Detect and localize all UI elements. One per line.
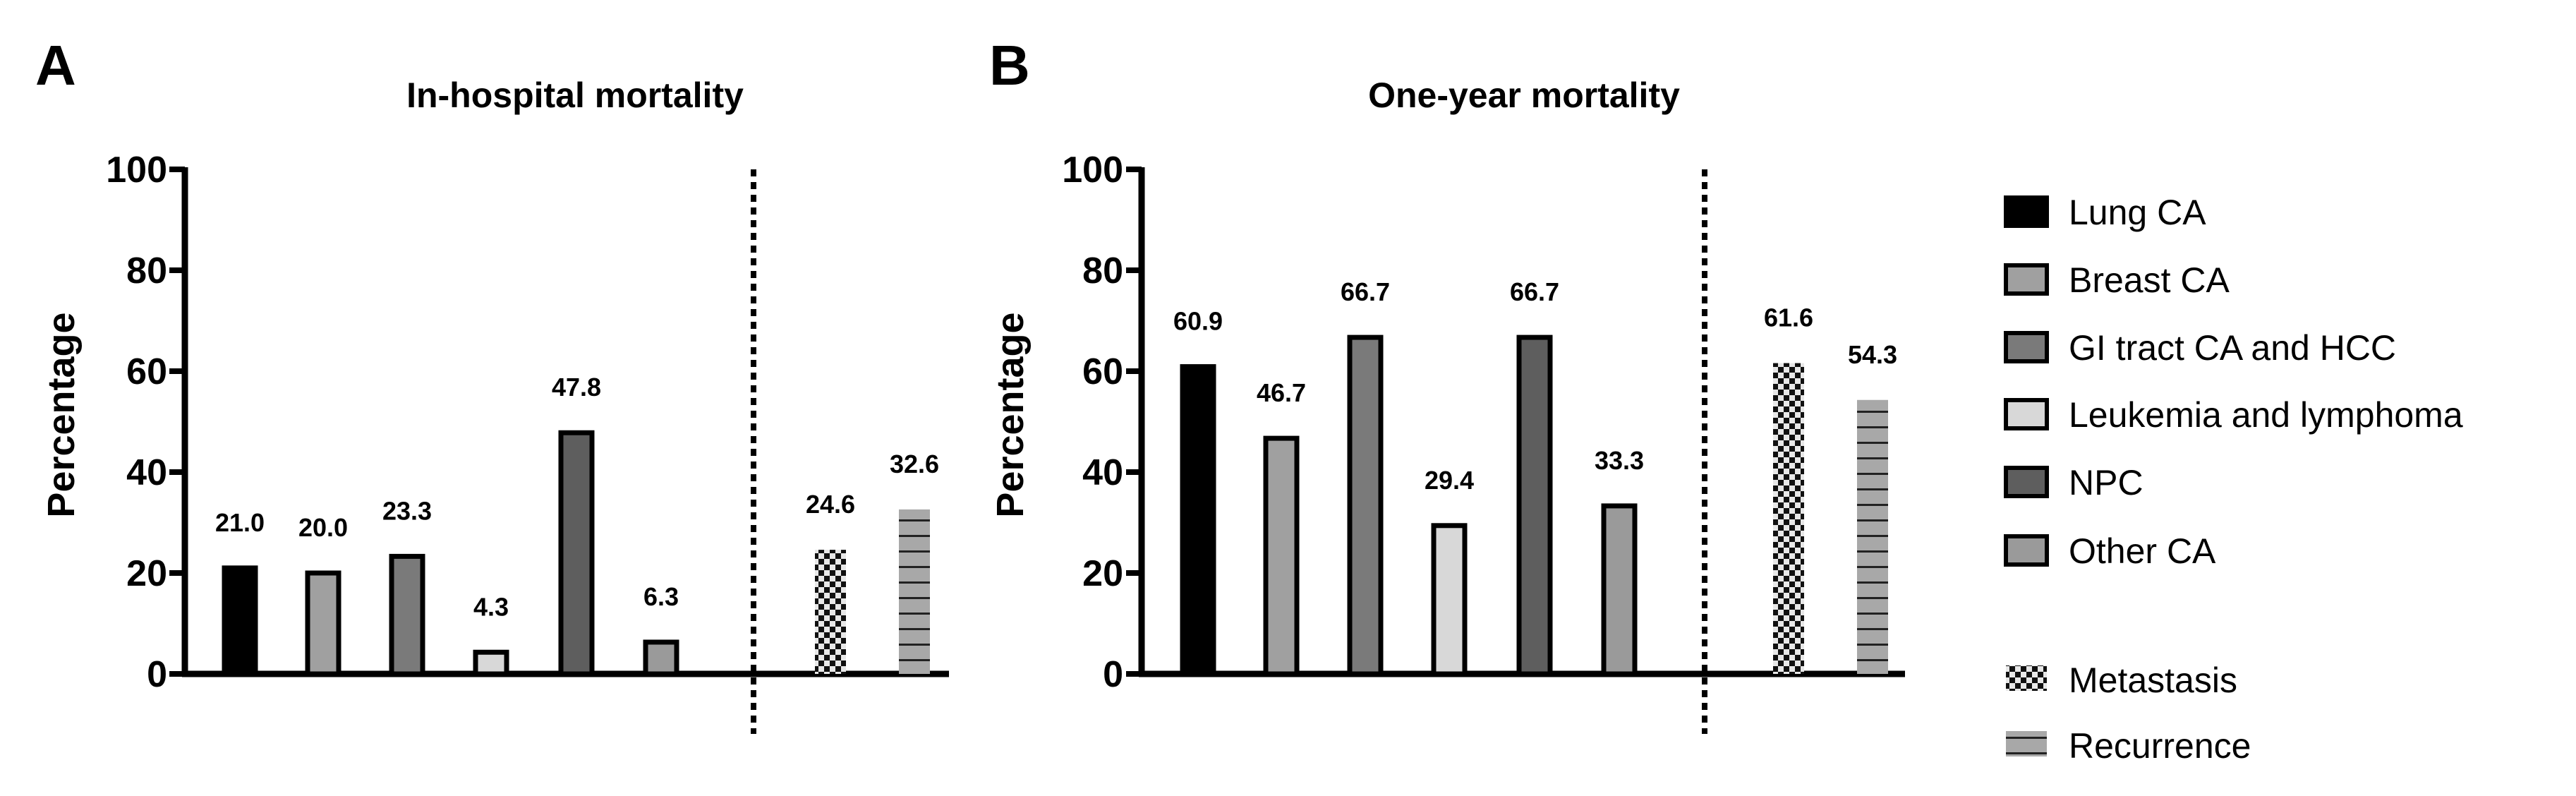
panel-a-data-label: 32.6 xyxy=(890,450,939,478)
panel-b-bar-other-ca xyxy=(1601,503,1638,677)
panel-b-ytick-label: 40 xyxy=(1082,452,1123,493)
legend-label: Recurrence xyxy=(2069,726,2251,766)
panel-a-data-label: 6.3 xyxy=(643,582,679,611)
legend-swatch-breast-ca xyxy=(2004,263,2049,296)
panel-b-bar-npc xyxy=(1516,334,1553,677)
panel-b-bar-lung-ca xyxy=(1180,364,1216,677)
panel-b-data-label: 46.7 xyxy=(1257,378,1306,407)
panel-b-data-label: 60.9 xyxy=(1173,307,1223,336)
panel-a-ylabel: Percentage xyxy=(40,312,83,517)
panel-b-ylabel: Percentage xyxy=(989,312,1032,517)
panel-b-bar-breast-ca xyxy=(1263,435,1300,677)
panel-b-ytick-label: 80 xyxy=(1082,251,1123,291)
legend-swatch-metastasis xyxy=(2006,665,2047,691)
panel-b-ytick-label: 0 xyxy=(1103,654,1123,695)
panel-b-data-label: 33.3 xyxy=(1595,446,1644,475)
panel-b-bar-metastasis xyxy=(1773,363,1804,674)
panel-b-data-label: 66.7 xyxy=(1341,277,1390,306)
panel-a: A In-hospital mortality Percentage 0 20 40… xyxy=(35,34,949,734)
panel-a-ytick-label: 0 xyxy=(147,654,167,695)
panel-b-plot: 0 20 40 60 80 100 60.9 46.7 66.7 29.4 66.7 33.3 61.6… xyxy=(1062,150,1905,734)
panel-b-data-label: 54.3 xyxy=(1848,340,1897,369)
panel-a-bar-gi-tract-ca-and-hcc xyxy=(389,553,425,677)
panel-a-data-label: 20.0 xyxy=(298,513,348,542)
panel-a-bar-recurrence xyxy=(899,509,930,674)
panel-a-bar-metastasis xyxy=(815,550,846,674)
panel-a-bar-breast-ca xyxy=(305,570,341,677)
legend-swatch-other-ca xyxy=(2004,534,2049,567)
panel-a-plot: 0 20 40 60 80 100 21.0 20.0 23.3 4.3 47.8 6.3 24.6 32… xyxy=(106,150,949,734)
legend-label: Metastasis xyxy=(2069,661,2237,700)
legend-swatch-lung-ca xyxy=(2004,195,2049,228)
panel-a-ytick-label: 40 xyxy=(126,452,167,493)
panel-b-data-label: 61.6 xyxy=(1764,303,1813,332)
panel-b-bar-recurrence xyxy=(1857,399,1888,674)
panel-a-data-label: 47.8 xyxy=(552,373,601,402)
legend-swatch-recurrence xyxy=(2006,731,2047,756)
legend-label: Other CA xyxy=(2069,531,2216,571)
panel-b-data-label: 66.7 xyxy=(1510,277,1559,306)
panel-b-letter: B xyxy=(989,34,1030,97)
legend-swatch-npc xyxy=(2004,466,2049,498)
panel-a-letter: A xyxy=(35,34,76,97)
panel-a-data-label: 24.6 xyxy=(806,490,855,519)
legend-label: GI tract CA and HCC xyxy=(2069,328,2396,368)
legend-swatch-leukemia-and-lymphoma xyxy=(2004,398,2049,430)
panel-b-title: One-year mortality xyxy=(1368,76,1680,115)
legend-label: Lung CA xyxy=(2069,193,2206,232)
panel-a-title: In-hospital mortality xyxy=(406,76,744,115)
panel-b: B One-year mortality Percentage 0 20 40 60 8… xyxy=(989,34,1905,734)
panel-a-bar-lung-ca xyxy=(222,565,258,677)
panel-a-ytick-label: 100 xyxy=(106,150,167,191)
panel-a-bar-leukemia-and-lymphoma xyxy=(473,649,509,677)
panel-a-bar-other-ca xyxy=(643,639,679,677)
legend-label: Breast CA xyxy=(2069,260,2230,300)
legend-label: Leukemia and lymphoma xyxy=(2069,395,2463,435)
panel-a-bar-npc xyxy=(558,430,595,677)
legend-swatch-gi-tract-ca-and-hcc xyxy=(2004,331,2049,363)
panel-a-ytick-label: 20 xyxy=(126,553,167,594)
panel-b-ytick-label: 20 xyxy=(1082,553,1123,594)
panel-b-data-label: 29.4 xyxy=(1425,466,1474,495)
panel-a-data-label: 4.3 xyxy=(473,592,509,621)
panel-b-bar-gi-tract-ca-and-hcc xyxy=(1347,334,1384,677)
panel-a-ytick-label: 60 xyxy=(126,351,167,392)
panel-a-data-label: 23.3 xyxy=(382,496,432,525)
legend: Lung CA Breast CA GI tract CA and HCC Leuke… xyxy=(2004,193,2463,766)
legend-label: NPC xyxy=(2069,463,2143,502)
panel-b-ytick-label: 100 xyxy=(1062,150,1123,191)
panel-a-ytick-label: 80 xyxy=(126,251,167,291)
panel-a-data-label: 21.0 xyxy=(215,508,265,537)
panel-b-ytick-label: 60 xyxy=(1082,351,1123,392)
panel-b-bar-leukemia-and-lymphoma xyxy=(1431,523,1468,677)
